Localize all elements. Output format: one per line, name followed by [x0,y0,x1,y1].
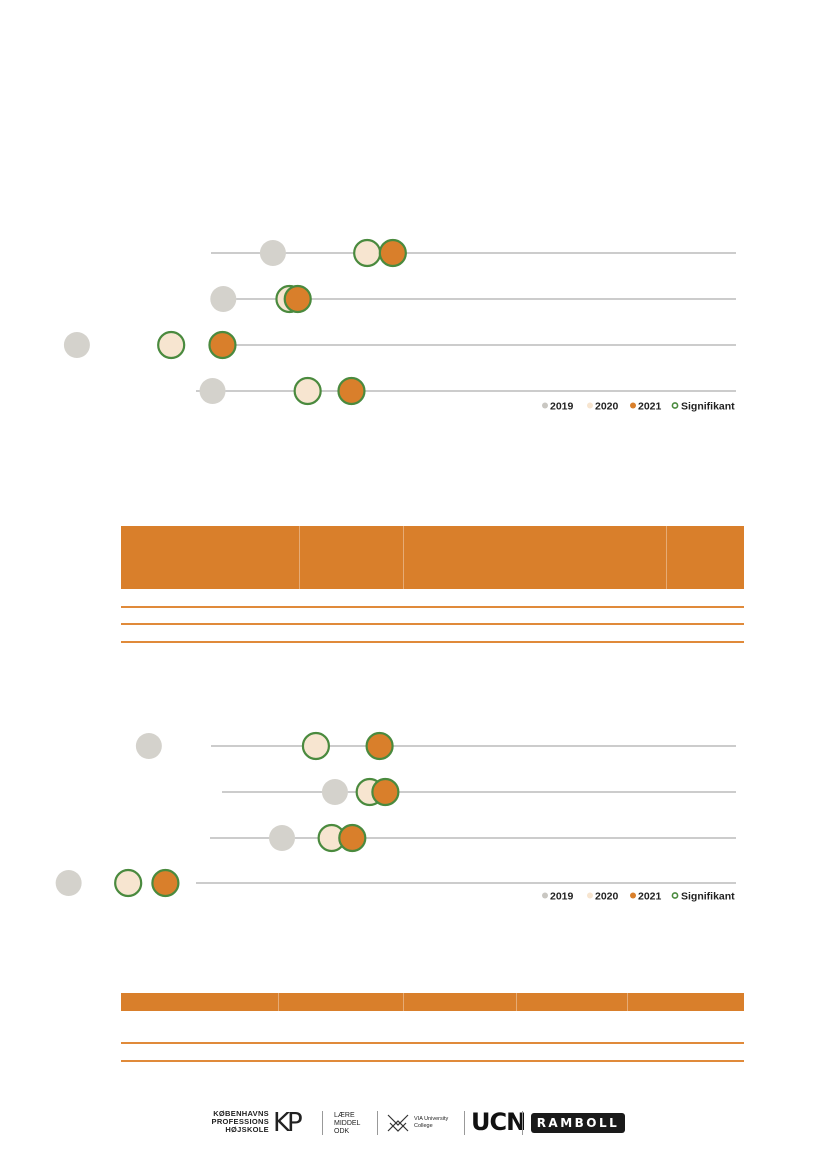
kp-logo-text: KØBENHAVNS PROFESSIONS HØJSKOLE [205,1110,269,1134]
table-1-row-divider [121,641,744,643]
legend-marker [671,402,679,409]
data-point-2019 [55,870,82,896]
legend-marker [542,892,548,899]
via-logo-icon [387,1114,409,1132]
laeremiddel-logo: LÆRE MIDDEL ODK [334,1112,360,1136]
laeremiddel-logo-line: ODK [334,1128,350,1135]
legend-marker [630,892,636,899]
legend-label: Signifikant [681,401,735,413]
table-1-header [121,526,744,589]
data-point-2019 [135,733,162,759]
data-point-2019 [259,240,286,266]
legend-marker [542,402,548,409]
table-1-row-divider [121,606,744,608]
data-point-2019 [199,378,226,404]
legend-label: Signifikant [681,891,735,903]
data-point-2020 [353,238,382,268]
data-point-2021 [151,868,180,898]
ucn-logo: UCN [471,1108,526,1136]
data-point-2019 [63,332,90,358]
table-1-row-divider [121,623,744,625]
legend-label: 2020 [595,401,619,413]
laeremiddel-logo-line: MIDDEL [334,1120,361,1127]
via-logo-line: College [414,1123,433,1129]
logo-divider [464,1111,465,1135]
legend-label: 2020 [595,891,619,903]
legend-label: 2019 [550,401,574,413]
via-logo-text: VIA University College [414,1116,448,1130]
legend-marker [587,402,593,409]
data-point-2020 [157,330,186,360]
laeremiddel-logo-line: LÆRE [334,1112,355,1119]
legend-marker [587,892,593,899]
data-point-2019 [210,286,237,312]
legend-label: 2021 [638,891,662,903]
data-point-2021 [208,330,237,360]
chart-legend: 2019 2020 2021 Signifikant [542,891,735,903]
legend-marker [671,892,679,899]
data-point-2019 [269,825,296,851]
data-point-2019 [321,779,348,805]
data-point-2021 [365,731,394,761]
table-2-row-divider [121,1060,744,1062]
data-point-2020 [293,376,322,406]
dot-chart-2: 2019 2020 2021 Signifikant [55,731,736,903]
via-logo-line: VIA University [414,1116,449,1122]
data-point-2021 [283,284,312,314]
legend-label: 2021 [638,401,662,413]
logo-divider [322,1111,323,1135]
legend-label: 2019 [550,891,574,903]
kp-logo-line: HØJSKOLE [225,1125,269,1134]
logo-divider [377,1111,378,1135]
table-1 [121,526,744,646]
partner-logos: KØBENHAVNS PROFESSIONS HØJSKOLE KP LÆRE … [205,1105,635,1141]
dot-chart-1: 2019 2020 2021 Signifikant [63,238,736,413]
data-point-2021 [371,777,400,807]
ramboll-logo: RAMBOLL [531,1113,625,1133]
data-point-2021 [337,376,366,406]
data-point-2021 [338,823,367,853]
data-point-2020 [301,731,331,761]
data-point-2021 [378,238,407,268]
kp-logo-mark: KP [273,1108,303,1138]
legend-marker [630,402,636,409]
kp-logo-line: KØBENHAVNS [213,1109,269,1118]
table-2-header [121,993,744,1011]
chart-legend: 2019 2020 2021 Signifikant [542,401,735,413]
logo-divider [522,1111,523,1135]
data-point-2020 [114,868,143,898]
table-2-row-divider [121,1042,744,1044]
table-2 [121,993,744,1065]
kp-logo-line: PROFESSIONS [211,1117,269,1126]
